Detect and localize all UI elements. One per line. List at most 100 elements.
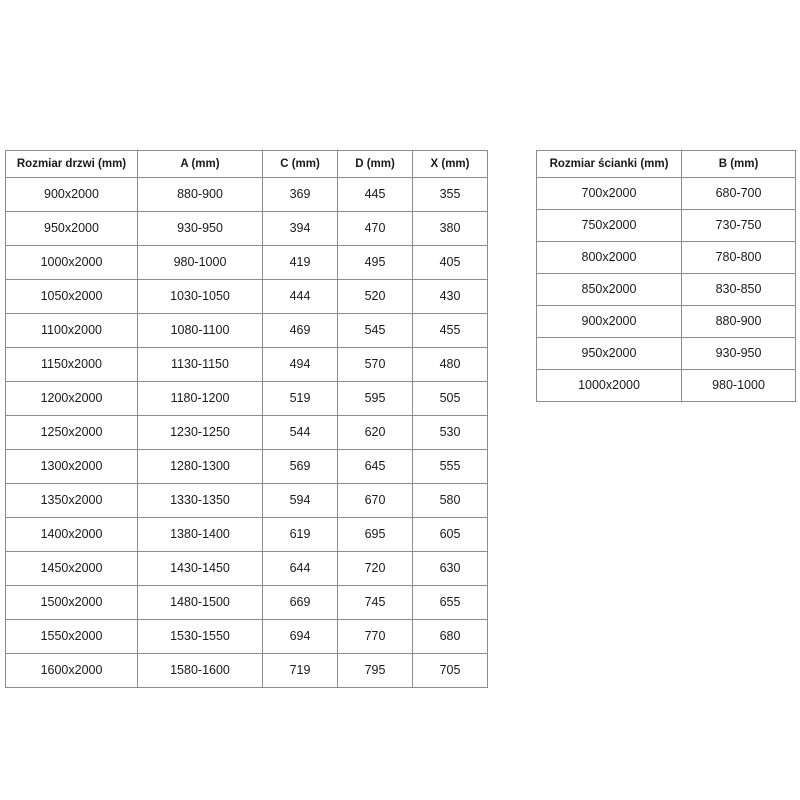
cell-a: 1080-1100 bbox=[137, 313, 263, 348]
cell-d: 595 bbox=[337, 381, 413, 416]
table-row: 1300x2000 1280-1300 569 645 555 bbox=[5, 449, 488, 484]
cell-x: 380 bbox=[412, 211, 488, 246]
column-header-b: B (mm) bbox=[681, 150, 796, 178]
cell-d: 470 bbox=[337, 211, 413, 246]
cell-c: 469 bbox=[262, 313, 338, 348]
column-header-x: X (mm) bbox=[412, 150, 488, 178]
table-row: 1000x2000 980-1000 bbox=[536, 369, 796, 402]
table-row: 1100x2000 1080-1100 469 545 455 bbox=[5, 313, 488, 348]
cell-d: 545 bbox=[337, 313, 413, 348]
doors-table-header: Rozmiar drzwi (mm) A (mm) C (mm) D (mm) … bbox=[5, 150, 488, 178]
table-row: 1450x2000 1430-1450 644 720 630 bbox=[5, 551, 488, 586]
cell-door-size: 1600x2000 bbox=[5, 653, 138, 688]
table-row: 700x2000 680-700 bbox=[536, 177, 796, 210]
cell-a: 1230-1250 bbox=[137, 415, 263, 450]
table-row: 1400x2000 1380-1400 619 695 605 bbox=[5, 517, 488, 552]
cell-b: 780-800 bbox=[681, 241, 796, 274]
cell-a: 1030-1050 bbox=[137, 279, 263, 314]
cell-c: 519 bbox=[262, 381, 338, 416]
table-row: 1600x2000 1580-1600 719 795 705 bbox=[5, 653, 488, 688]
cell-d: 695 bbox=[337, 517, 413, 552]
cell-c: 544 bbox=[262, 415, 338, 450]
cell-x: 505 bbox=[412, 381, 488, 416]
cell-wall-size: 900x2000 bbox=[536, 305, 682, 338]
cell-wall-size: 700x2000 bbox=[536, 177, 682, 210]
cell-door-size: 1000x2000 bbox=[5, 245, 138, 280]
cell-a: 1430-1450 bbox=[137, 551, 263, 586]
cell-b: 730-750 bbox=[681, 209, 796, 242]
cell-door-size: 1300x2000 bbox=[5, 449, 138, 484]
table-row: 750x2000 730-750 bbox=[536, 209, 796, 242]
cell-a: 1280-1300 bbox=[137, 449, 263, 484]
cell-c: 719 bbox=[262, 653, 338, 688]
table-row: 900x2000 880-900 bbox=[536, 305, 796, 338]
cell-door-size: 1350x2000 bbox=[5, 483, 138, 518]
cell-a: 980-1000 bbox=[137, 245, 263, 280]
cell-d: 570 bbox=[337, 347, 413, 382]
column-header-d: D (mm) bbox=[337, 150, 413, 178]
table-row: 950x2000 930-950 394 470 380 bbox=[5, 211, 488, 246]
cell-a: 1380-1400 bbox=[137, 517, 263, 552]
walls-table-header: Rozmiar ścianki (mm) B (mm) bbox=[536, 150, 796, 178]
cell-c: 444 bbox=[262, 279, 338, 314]
cell-d: 745 bbox=[337, 585, 413, 620]
cell-c: 669 bbox=[262, 585, 338, 620]
table-row: 1250x2000 1230-1250 544 620 530 bbox=[5, 415, 488, 450]
table-row: 1050x2000 1030-1050 444 520 430 bbox=[5, 279, 488, 314]
cell-x: 605 bbox=[412, 517, 488, 552]
table-row: 800x2000 780-800 bbox=[536, 241, 796, 274]
cell-d: 670 bbox=[337, 483, 413, 518]
cell-door-size: 950x2000 bbox=[5, 211, 138, 246]
column-header-a: A (mm) bbox=[137, 150, 263, 178]
cell-d: 620 bbox=[337, 415, 413, 450]
cell-c: 369 bbox=[262, 177, 338, 212]
walls-specification-table: Rozmiar ścianki (mm) B (mm) 700x2000 680-… bbox=[536, 150, 796, 402]
cell-door-size: 1400x2000 bbox=[5, 517, 138, 552]
cell-c: 594 bbox=[262, 483, 338, 518]
cell-c: 419 bbox=[262, 245, 338, 280]
cell-x: 655 bbox=[412, 585, 488, 620]
cell-a: 1480-1500 bbox=[137, 585, 263, 620]
cell-door-size: 1200x2000 bbox=[5, 381, 138, 416]
cell-door-size: 1100x2000 bbox=[5, 313, 138, 348]
table-row: 1000x2000 980-1000 419 495 405 bbox=[5, 245, 488, 280]
table-row: 1150x2000 1130-1150 494 570 480 bbox=[5, 347, 488, 382]
cell-b: 980-1000 bbox=[681, 369, 796, 402]
cell-d: 720 bbox=[337, 551, 413, 586]
cell-wall-size: 1000x2000 bbox=[536, 369, 682, 402]
cell-x: 555 bbox=[412, 449, 488, 484]
cell-door-size: 900x2000 bbox=[5, 177, 138, 212]
cell-d: 770 bbox=[337, 619, 413, 654]
cell-d: 495 bbox=[337, 245, 413, 280]
cell-x: 455 bbox=[412, 313, 488, 348]
cell-wall-size: 950x2000 bbox=[536, 337, 682, 370]
cell-c: 494 bbox=[262, 347, 338, 382]
cell-b: 830-850 bbox=[681, 273, 796, 306]
cell-a: 880-900 bbox=[137, 177, 263, 212]
column-header-c: C (mm) bbox=[262, 150, 338, 178]
cell-a: 1130-1150 bbox=[137, 347, 263, 382]
cell-door-size: 1150x2000 bbox=[5, 347, 138, 382]
cell-a: 1180-1200 bbox=[137, 381, 263, 416]
table-header-row: Rozmiar drzwi (mm) A (mm) C (mm) D (mm) … bbox=[5, 150, 488, 178]
table-row: 900x2000 880-900 369 445 355 bbox=[5, 177, 488, 212]
table-row: 1350x2000 1330-1350 594 670 580 bbox=[5, 483, 488, 518]
cell-a: 930-950 bbox=[137, 211, 263, 246]
table-row: 1200x2000 1180-1200 519 595 505 bbox=[5, 381, 488, 416]
cell-a: 1530-1550 bbox=[137, 619, 263, 654]
table-row: 950x2000 930-950 bbox=[536, 337, 796, 370]
cell-d: 795 bbox=[337, 653, 413, 688]
cell-c: 619 bbox=[262, 517, 338, 552]
cell-door-size: 1250x2000 bbox=[5, 415, 138, 450]
cell-b: 680-700 bbox=[681, 177, 796, 210]
table-row: 1550x2000 1530-1550 694 770 680 bbox=[5, 619, 488, 654]
cell-b: 930-950 bbox=[681, 337, 796, 370]
column-header-wall-size: Rozmiar ścianki (mm) bbox=[536, 150, 682, 178]
table-header-row: Rozmiar ścianki (mm) B (mm) bbox=[536, 150, 796, 178]
cell-x: 405 bbox=[412, 245, 488, 280]
cell-door-size: 1450x2000 bbox=[5, 551, 138, 586]
cell-c: 644 bbox=[262, 551, 338, 586]
cell-wall-size: 750x2000 bbox=[536, 209, 682, 242]
cell-wall-size: 850x2000 bbox=[536, 273, 682, 306]
